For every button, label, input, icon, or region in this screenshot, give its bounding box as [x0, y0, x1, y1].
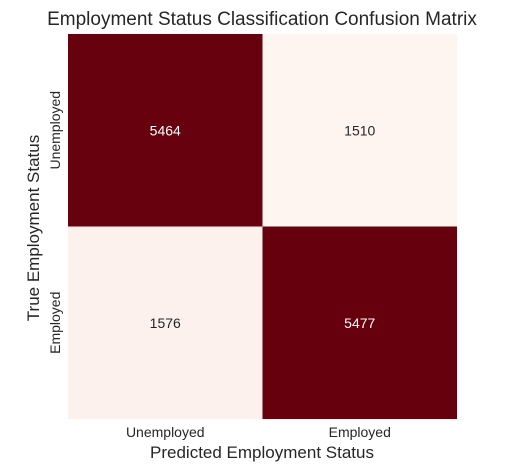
cell-value-label-0-0: 5464 — [150, 122, 181, 138]
cell-value-label-0-1: 1510 — [344, 122, 375, 138]
heatmap-cell-0-1 — [262, 34, 457, 227]
y-axis-label: True Employment Status — [24, 135, 43, 321]
cell-value-label-1-0: 1576 — [150, 315, 181, 331]
chart-title: Employment Status Classification Confusi… — [47, 9, 477, 30]
cell-value-label-1-1: 5477 — [344, 315, 375, 331]
heatmap-cell-1-1 — [262, 226, 457, 419]
y-tick-labels: Unemployed Employed — [47, 91, 63, 354]
x-tick-label-1: Employed — [329, 424, 391, 440]
heatmap-cells: 5464 1510 1576 5477 — [68, 34, 457, 419]
x-tick-labels: Unemployed Employed — [126, 424, 391, 440]
heatmap-cell-0-0 — [68, 34, 263, 227]
x-axis-label: Predicted Employment Status — [150, 443, 374, 462]
y-tick-label-1: Employed — [47, 292, 63, 354]
heatmap-cell-1-0 — [68, 226, 263, 419]
y-tick-label-0: Unemployed — [47, 91, 63, 170]
x-tick-label-0: Unemployed — [126, 424, 205, 440]
